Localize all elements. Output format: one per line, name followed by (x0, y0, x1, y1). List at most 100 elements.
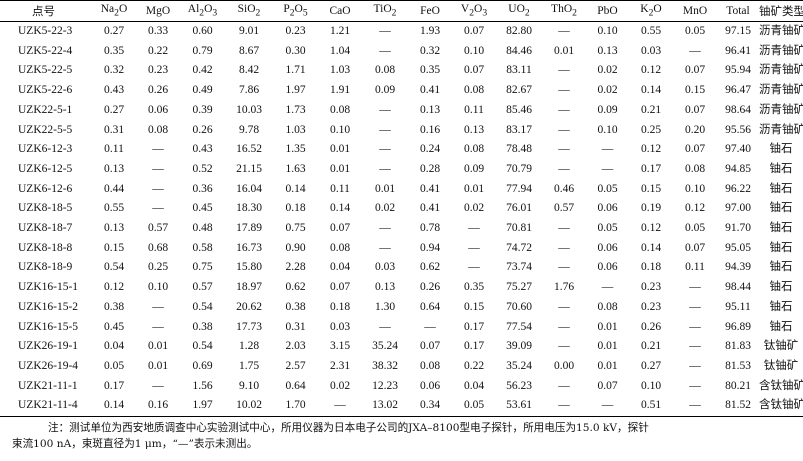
cell-mineral-type: 铀石 (769, 281, 793, 294)
table-row: UZK6-12-5 0.13 — 0.52 21.15 1.63 0.01 — 0.28 0.09… (0, 160, 803, 180)
cell-total: 97.40 (725, 143, 751, 156)
cell-feo: 0.41 (419, 182, 441, 195)
cell-tho2: — (542, 396, 586, 418)
cell-pbo: — (601, 281, 614, 294)
sample-id-cell: UZK8-18-7 (18, 222, 73, 235)
cell-tio2: — (379, 162, 391, 175)
cell-feo: 0.24 (419, 143, 441, 156)
cell-uo2: 70.81 (506, 222, 532, 235)
cell-k2o: 0.03 (640, 44, 662, 57)
cell-cao: 0.01 (329, 162, 351, 175)
cell-cao: 1.03 (329, 64, 351, 77)
cell-p2o5: 1.73 (285, 103, 306, 116)
sample-id-cell: UZK8-18-9 (18, 261, 73, 274)
cell-mgo: — (152, 320, 164, 333)
cell-v2o3: — (468, 241, 480, 254)
cell-mgo: 0.01 (147, 340, 169, 353)
cell-total: 97.00 (725, 202, 751, 215)
table-row: UZK5-22-4 0.35 0.22 0.79 8.67 0.30 1.04 — 0.32 0.… (0, 42, 803, 62)
cell-p2o5: 0.90 (285, 241, 306, 254)
cell-mgo: 0.23 (147, 64, 169, 77)
cell-mno: 0.07 (684, 143, 706, 156)
table-row: UZK16-15-2 0.38 — 0.54 20.62 0.38 0.18 1.30 0.64… (0, 298, 803, 318)
cell-pbo: — (601, 143, 614, 156)
cell-mno: — (689, 379, 701, 392)
cell-k2o: 0.26 (640, 320, 662, 333)
sample-id-cell: UZK26-19-1 (18, 340, 79, 353)
cell-na2o: 0.05 (103, 359, 125, 372)
cell-p2o5: 2.28 (285, 261, 306, 274)
sample-id-cell: UZK6-12-6 (18, 182, 73, 195)
cell-uo2: 77.94 (506, 182, 532, 195)
cell-sio2: 9.01 (238, 25, 260, 37)
cell-mno: 0.11 (685, 261, 705, 274)
cell-feo: 0.62 (419, 261, 441, 274)
cell-feo: 0.41 (419, 84, 441, 97)
cell-tho2: 0.57 (553, 202, 575, 215)
cell-k2o: 0.23 (640, 281, 662, 294)
cell-mineral-type: 含钛铀矿 (759, 379, 803, 392)
cell-mno: — (689, 281, 701, 294)
header-mno: MnO (673, 0, 717, 22)
cell-mineral-type: 沥青铀矿 (759, 25, 803, 37)
table-row: UZK22-5-1 0.27 0.06 0.39 10.03 1.73 0.08 — 0.13 0… (0, 101, 803, 121)
table-row: UZK21-11-1 0.17 — 1.56 9.10 0.64 0.02 12.23 0.06… (0, 377, 803, 397)
cell-mno: — (689, 320, 701, 333)
cell-mineral-type: 沥青铀矿 (759, 103, 803, 116)
cell-tho2: — (558, 162, 570, 175)
sample-id-cell: UZK16-15-1 (18, 281, 79, 294)
cell-v2o3: 0.02 (463, 202, 485, 215)
cell-al2o3: 0.79 (192, 44, 213, 57)
cell-mineral-type: 铀石 (769, 300, 793, 313)
cell-mgo: 0.33 (147, 25, 169, 37)
cell-cao: 2.31 (329, 359, 351, 372)
cell-v2o3: 0.15 (463, 300, 485, 313)
cell-sio2: 17.73 (236, 320, 262, 333)
cell-mno: 0.05 (684, 25, 706, 37)
cell-tio2: 0.13 (374, 281, 396, 294)
sample-id-cell: UZK22-5-5 (18, 123, 73, 136)
cell-feo: 0.13 (419, 103, 441, 116)
cell-mgo: — (152, 202, 164, 215)
cell-mgo: 0.06 (147, 103, 169, 116)
cell-mgo: 0.16 (136, 396, 180, 418)
cell-v2o3: 0.04 (463, 379, 485, 392)
cell-pbo: 0.02 (597, 84, 618, 97)
cell-tho2: — (558, 261, 570, 274)
cell-pbo: 0.06 (597, 202, 618, 215)
cell-sio2: 9.10 (238, 379, 260, 392)
cell-mgo: — (152, 379, 164, 392)
cell-na2o: 0.32 (103, 64, 125, 77)
cell-tho2: — (558, 320, 570, 333)
sample-id-cell: UZK5-22-6 (18, 84, 73, 97)
cell-tho2: — (558, 25, 570, 37)
table-row: UZK22-5-5 0.31 0.08 0.26 9.78 1.03 0.10 — 0.16 0.… (0, 121, 803, 141)
page: 点号 Na2O MgO Al2O3 SiO2 P2O5 CaO TiO2 FeO V2O3 UO2 T… (0, 0, 803, 450)
table-row: UZK8-18-7 0.13 0.57 0.48 17.89 0.75 0.07 — 0.78 —… (0, 219, 803, 239)
cell-v2o3: 0.01 (463, 182, 485, 195)
cell-al2o3: 0.48 (192, 222, 213, 235)
header-feo: FeO (408, 0, 452, 22)
cell-p2o5: 0.30 (285, 44, 306, 57)
cell-feo: 0.32 (419, 44, 441, 57)
sample-id-cell: UZK6-12-5 (18, 162, 73, 175)
header-total: Total (717, 0, 759, 22)
cell-mineral-type: 沥青铀矿 (759, 64, 803, 77)
cell-al2o3: 0.52 (192, 162, 213, 175)
cell-tho2: — (558, 241, 570, 254)
cell-mineral-type: 铀石 (769, 261, 793, 274)
cell-mgo: 0.68 (147, 241, 169, 254)
cell-mno: 0.10 (684, 182, 706, 195)
table-row: UZK26-19-4 0.05 0.01 0.69 1.75 2.57 2.31 38.32 0… (0, 357, 803, 377)
cell-total: 91.70 (725, 222, 751, 235)
cell-mno: — (689, 359, 701, 372)
sample-id-cell: UZK21-11-4 (0, 396, 92, 418)
cell-k2o: 0.14 (640, 84, 662, 97)
cell-na2o: 0.13 (103, 222, 125, 235)
cell-al2o3: 1.97 (180, 396, 225, 418)
cell-pbo: 0.09 (597, 103, 618, 116)
cell-tho2: — (558, 340, 570, 353)
cell-total: 97.15 (725, 25, 751, 37)
table-row: UZK26-19-1 0.04 0.01 0.54 1.28 2.03 3.15 35.24 0… (0, 337, 803, 357)
cell-cao: 3.15 (329, 340, 351, 353)
